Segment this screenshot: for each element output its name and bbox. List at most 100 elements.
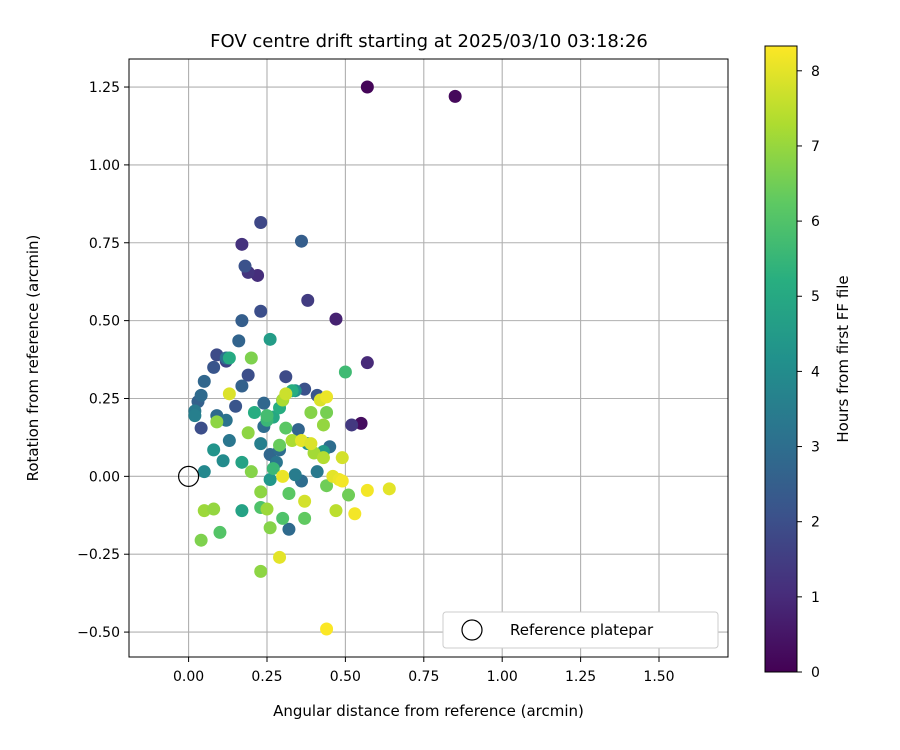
data-point [235, 314, 249, 328]
data-point [320, 390, 334, 404]
y-tick-label: 0.50 [89, 314, 120, 330]
data-point [298, 494, 312, 508]
data-point [298, 511, 312, 525]
data-point [263, 472, 277, 486]
data-point [244, 465, 258, 479]
data-point [222, 351, 236, 365]
data-point [238, 259, 252, 273]
data-point [282, 486, 296, 500]
y-axis-ticks: −0.50 −0.25 0.00 0.25 0.50 0.75 1.00 1.25 [77, 80, 129, 641]
colorbar-tick-label: 2 [811, 515, 820, 531]
data-point [254, 216, 268, 230]
data-point [320, 406, 334, 420]
data-point [276, 511, 290, 525]
colorbar-gradient [764, 45, 798, 673]
data-point [382, 482, 396, 496]
data-point [222, 434, 236, 448]
data-point [360, 80, 374, 94]
data-point [273, 550, 287, 564]
data-point [229, 399, 243, 413]
data-point [263, 332, 277, 346]
data-point [301, 293, 315, 307]
data-point [207, 443, 221, 457]
data-point [273, 438, 287, 452]
data-point [291, 423, 305, 437]
reference-platepar-point [177, 465, 200, 487]
data-point [241, 368, 255, 382]
x-tick-label: 1.25 [565, 669, 596, 685]
data-point [294, 234, 308, 248]
data-point [216, 454, 230, 468]
colorbar-label: Hours from first FF file [834, 275, 852, 442]
data-point [338, 365, 352, 379]
data-point [320, 479, 334, 493]
data-point [260, 409, 274, 423]
data-point [235, 237, 249, 251]
colorbar: 0 1 2 3 4 5 6 7 8 Hours from first FF file [764, 45, 852, 681]
colorbar-tick-label: 1 [811, 590, 820, 606]
data-point [360, 483, 374, 497]
data-point [316, 451, 330, 465]
data-point [222, 387, 236, 401]
data-point [348, 507, 362, 521]
data-point [304, 406, 318, 420]
data-point [207, 502, 221, 516]
colorbar-ticks: 0 1 2 3 4 5 6 7 8 [797, 64, 820, 681]
data-point [288, 468, 302, 482]
x-tick-label: 0.75 [408, 669, 439, 685]
legend: Reference platepar [442, 611, 719, 649]
data-points [188, 80, 462, 636]
data-point [194, 421, 208, 435]
data-point [335, 451, 349, 465]
y-tick-label: 1.25 [89, 80, 120, 96]
x-axis-label: Angular distance from reference (arcmin) [273, 702, 584, 720]
grid-lines [129, 59, 728, 657]
data-point [235, 504, 249, 518]
colorbar-tick-label: 3 [811, 440, 820, 456]
colorbar-tick-label: 5 [811, 289, 820, 305]
data-point [279, 370, 293, 384]
data-point [448, 89, 462, 103]
colorbar-tick-label: 6 [811, 214, 820, 230]
data-point [266, 462, 280, 476]
data-point [254, 485, 268, 499]
y-tick-label: 0.00 [89, 469, 120, 485]
y-axis-label: Rotation from reference (arcmin) [24, 235, 42, 482]
data-point [282, 522, 296, 536]
data-point [279, 387, 293, 401]
data-point [254, 304, 268, 318]
data-point [213, 525, 227, 539]
data-point [285, 434, 299, 448]
data-point [329, 312, 343, 326]
y-tick-label: 0.25 [89, 391, 120, 407]
legend-marker [461, 619, 483, 641]
data-point [342, 488, 356, 502]
data-point [257, 396, 271, 410]
data-point [316, 418, 330, 432]
data-point [194, 533, 208, 547]
data-point [260, 502, 274, 516]
x-tick-label: 1.50 [643, 669, 674, 685]
data-point [360, 356, 374, 370]
x-tick-label: 0.50 [330, 669, 361, 685]
data-point [197, 374, 211, 388]
data-point [310, 465, 324, 479]
data-point [320, 622, 334, 636]
data-point [197, 465, 211, 479]
data-point [188, 409, 202, 423]
data-point [244, 351, 258, 365]
data-point [194, 388, 208, 402]
data-point [345, 418, 359, 432]
y-tick-label: 1.00 [89, 158, 120, 174]
plot-frame [128, 58, 729, 658]
data-point [279, 421, 293, 435]
legend-entry-reference: Reference platepar [510, 621, 654, 639]
legend-box [442, 611, 719, 649]
reference-marker [177, 465, 200, 487]
chart-title: FOV centre drift starting at 2025/03/10 … [210, 31, 648, 52]
data-point [210, 415, 224, 429]
x-tick-label: 0.25 [251, 669, 282, 685]
x-tick-label: 1.00 [487, 669, 518, 685]
data-point [329, 504, 343, 518]
data-point [254, 437, 268, 451]
